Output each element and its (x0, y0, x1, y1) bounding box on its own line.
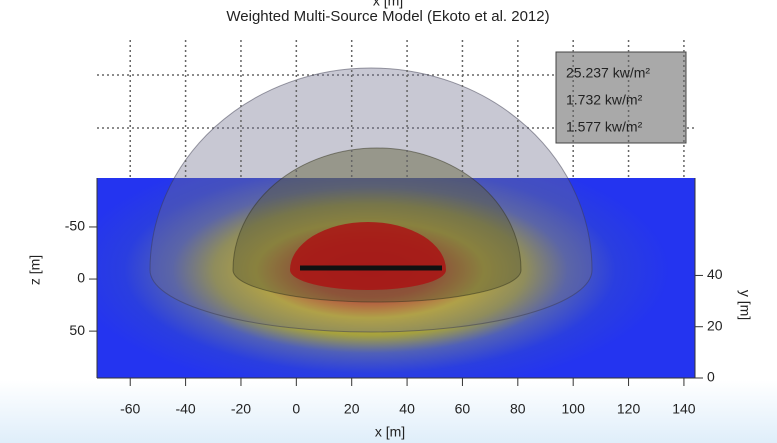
x-tick-label: -60 (120, 401, 140, 417)
x-tick-label: 80 (510, 401, 526, 417)
legend-entry: 1.732 kw/m² (566, 92, 643, 108)
x-axis-label: x [m] (375, 424, 405, 440)
x-tick-label: 140 (672, 401, 696, 417)
z-tick-label: 50 (69, 322, 85, 338)
x-tick-label: -20 (231, 401, 251, 417)
y-tick-label: 20 (707, 317, 723, 333)
x-tick-label: 120 (617, 401, 641, 417)
z-tick-label: -50 (65, 218, 85, 234)
z-tick-label: 0 (77, 270, 85, 286)
x-tick-label: -40 (175, 401, 195, 417)
y-tick-label: 0 (707, 369, 715, 385)
legend-entry: 1.577 kw/m² (566, 119, 643, 135)
legend-entry: 25.237 kw/m² (566, 65, 650, 81)
y-tick-label: 40 (707, 266, 723, 282)
x-tick-label: 40 (399, 401, 415, 417)
x-tick-label: 20 (344, 401, 360, 417)
x-tick-label: 100 (562, 401, 586, 417)
y-axis-label: y [m] (737, 290, 753, 320)
z-axis-label: z [m] (27, 255, 43, 285)
chart: x [m] Weighted Multi-Source Model (Ekoto… (0, 0, 777, 443)
x-tick-label: 0 (292, 401, 300, 417)
x-tick-label: 60 (455, 401, 471, 417)
chart-title: Weighted Multi-Source Model (Ekoto et al… (226, 8, 549, 25)
